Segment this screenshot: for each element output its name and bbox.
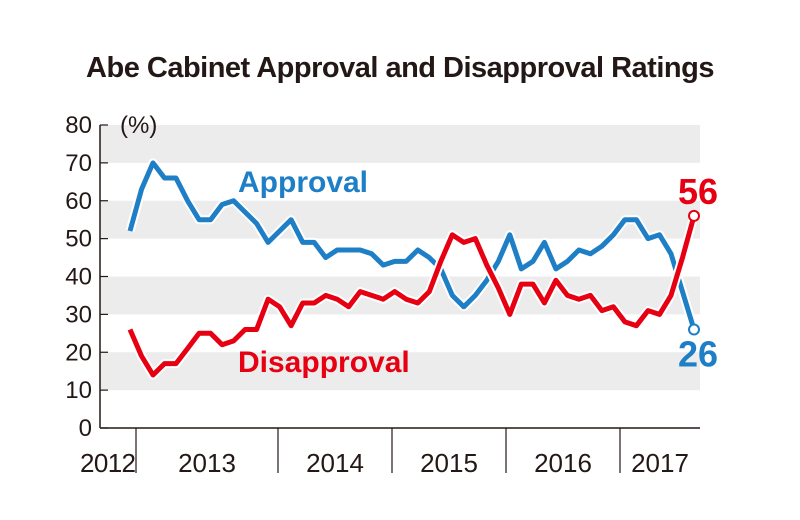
y-tick-label: 0: [79, 415, 92, 442]
approval-end-label: 26: [678, 334, 718, 375]
x-tick-label: 2014: [306, 448, 364, 478]
x-tick-label: 2013: [178, 448, 236, 478]
disapproval-line: [127, 215, 697, 378]
chart-title: Abe Cabinet Approval and Disapproval Rat…: [86, 52, 714, 84]
y-tick-label: 80: [65, 112, 92, 139]
y-tick-label: 30: [65, 301, 92, 328]
y-tick-label: 10: [65, 377, 92, 404]
approval-line: [127, 160, 697, 331]
y-tick-label: 70: [65, 150, 92, 177]
x-tick-label: 2016: [534, 448, 592, 478]
approval-end-marker: [688, 323, 700, 336]
disapproval-end-label: 56: [678, 171, 718, 212]
legend-approval: Approval: [238, 166, 368, 199]
y-tick-label: 50: [65, 226, 92, 253]
y-axis-unit: (%): [120, 112, 157, 139]
x-tick-label: 2017: [631, 448, 689, 478]
x-tick-label: 2012: [80, 448, 136, 478]
grid-band: [100, 352, 700, 391]
y-tick-label: 20: [65, 339, 92, 366]
legend-disapproval: Disapproval: [238, 346, 410, 379]
x-tick-label: 2015: [420, 448, 478, 478]
grid-band: [100, 125, 700, 163]
disapproval-end-marker: [688, 209, 700, 222]
y-tick-label: 40: [65, 264, 92, 291]
y-tick-label: 60: [65, 188, 92, 215]
